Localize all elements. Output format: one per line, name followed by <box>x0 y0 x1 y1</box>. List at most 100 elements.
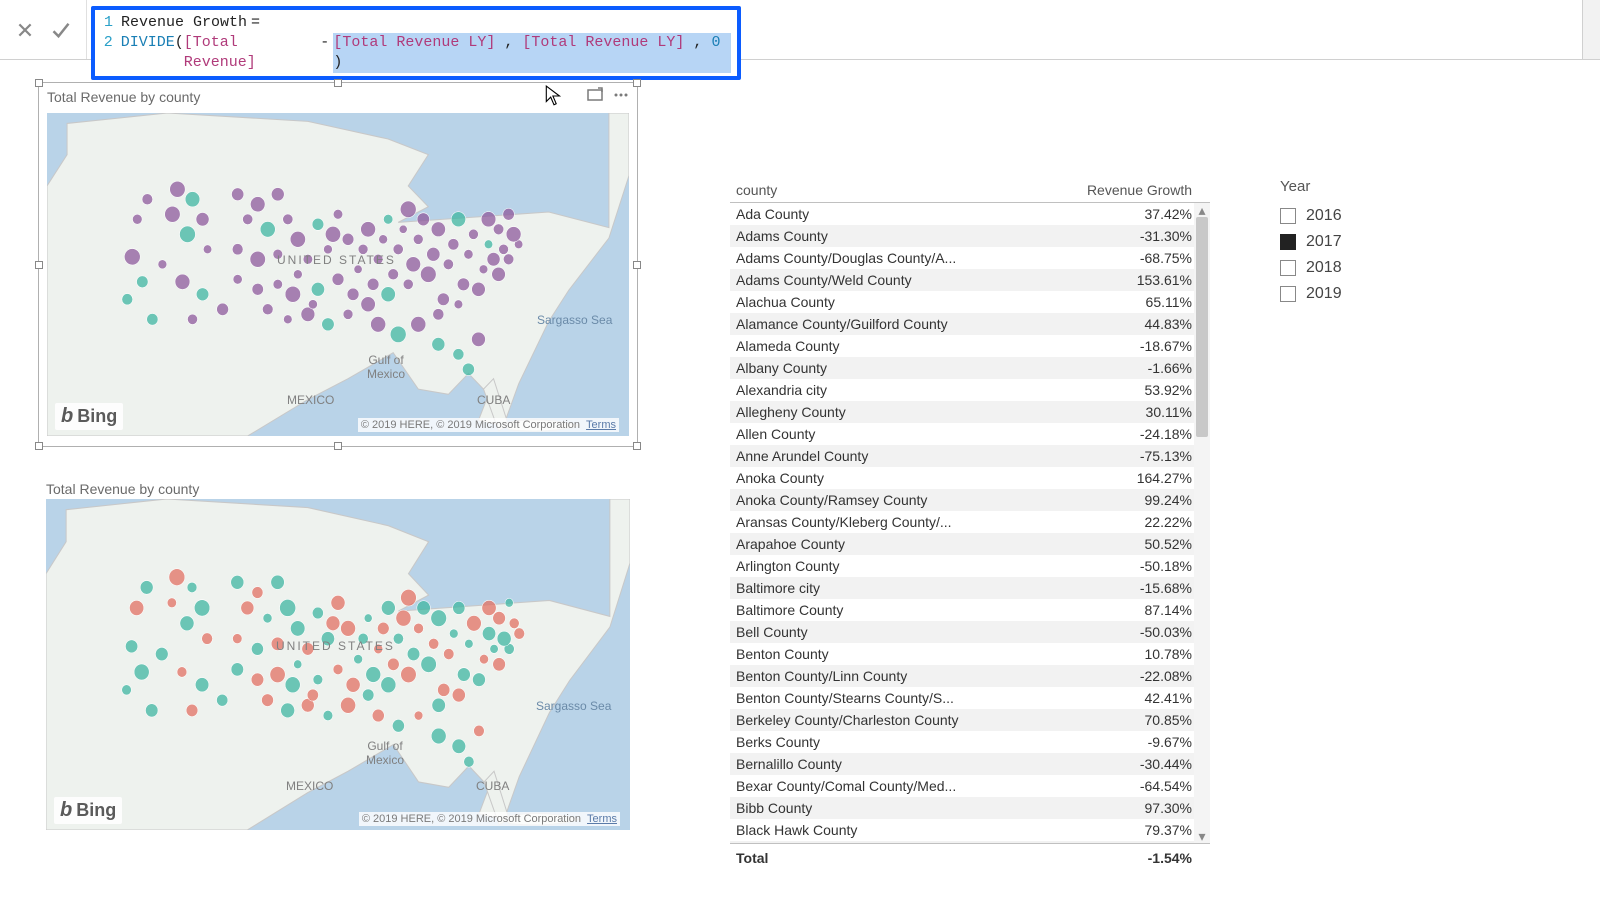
zero-arg: 0 <box>711 34 720 51</box>
table-row[interactable]: Benton County/Stearns County/S...42.41% <box>730 687 1210 709</box>
map-terms-link[interactable]: Terms <box>586 419 616 431</box>
table-row[interactable]: Baltimore County87.14% <box>730 599 1210 621</box>
table-row[interactable]: Baltimore city-15.68% <box>730 577 1210 599</box>
column-header-growth[interactable]: Revenue Growth <box>1080 182 1210 198</box>
slicer-option-label: 2018 <box>1306 259 1342 277</box>
table-scrollbar[interactable]: ▴ ▾ <box>1194 203 1210 843</box>
table-row[interactable]: Bonneville County6.34% <box>730 841 1210 843</box>
cell-growth: -9.67% <box>1080 734 1210 750</box>
commit-formula-button[interactable] <box>50 19 72 41</box>
cell-county: Benton County/Stearns County/S... <box>730 690 1080 706</box>
cell-growth: 153.61% <box>1080 272 1210 288</box>
cell-growth: -50.18% <box>1080 558 1210 574</box>
table-row[interactable]: Berkeley County/Charleston County70.85% <box>730 709 1210 731</box>
map-visual-bottom[interactable]: Total Revenue by county UNITED STATES ME… <box>38 475 638 840</box>
map-label-us: UNITED STATES <box>277 253 396 267</box>
slicer-option-label: 2016 <box>1306 207 1342 225</box>
table-row[interactable]: Anoka County/Ramsey County99.24% <box>730 489 1210 511</box>
table-row[interactable]: Benton County/Linn County-22.08% <box>730 665 1210 687</box>
cell-county: Ada County <box>730 206 1080 222</box>
table-row[interactable]: Anne Arundel County-75.13% <box>730 445 1210 467</box>
slicer-option[interactable]: 2018 <box>1280 255 1420 281</box>
cell-growth: 22.22% <box>1080 514 1210 530</box>
slicer-option[interactable]: 2017 <box>1280 229 1420 255</box>
table-row[interactable]: Bibb County97.30% <box>730 797 1210 819</box>
table-row[interactable]: Anoka County164.27% <box>730 467 1210 489</box>
cell-growth: 79.37% <box>1080 822 1210 838</box>
table-row[interactable]: Alamance County/Guilford County44.83% <box>730 313 1210 335</box>
cell-county: Allen County <box>730 426 1080 442</box>
map-label-sargasso: Sargasso Sea <box>537 313 612 327</box>
table-row[interactable]: Bernalillo County-30.44% <box>730 753 1210 775</box>
formula-scrollbar[interactable] <box>1582 0 1600 59</box>
column-header-county[interactable]: county <box>730 182 1080 198</box>
focus-mode-icon[interactable] <box>587 87 605 105</box>
map-label-gulf: Gulf of Mexico <box>367 353 405 381</box>
table-row[interactable]: Black Hawk County79.37% <box>730 819 1210 841</box>
more-options-icon[interactable] <box>613 87 631 105</box>
table-visual[interactable]: county Revenue Growth Ada County37.42%Ad… <box>730 178 1210 898</box>
cell-growth: -15.68% <box>1080 580 1210 596</box>
checkbox-icon[interactable] <box>1280 286 1296 302</box>
formula-editor[interactable]: 1 Revenue Growth = 2 DIVIDE ( [Total Rev… <box>87 0 1600 59</box>
cell-growth: 50.52% <box>1080 536 1210 552</box>
table-row[interactable]: Alameda County-18.67% <box>730 335 1210 357</box>
map-visual-top[interactable]: Total Revenue by county UNITED STATES ME… <box>38 82 638 447</box>
cancel-formula-button[interactable] <box>14 19 36 41</box>
cell-growth: -18.67% <box>1080 338 1210 354</box>
formula-bar: 1 Revenue Growth = 2 DIVIDE ( [Total Rev… <box>0 0 1600 60</box>
cell-county: Bell County <box>730 624 1080 640</box>
checkbox-icon[interactable] <box>1280 234 1296 250</box>
table-row[interactable]: Alachua County65.11% <box>730 291 1210 313</box>
table-row[interactable]: Adams County-31.30% <box>730 225 1210 247</box>
cell-growth: -22.08% <box>1080 668 1210 684</box>
cell-growth: -68.75% <box>1080 250 1210 266</box>
table-row[interactable]: Ada County37.42% <box>730 203 1210 225</box>
map-attribution: © 2019 HERE, © 2019 Microsoft Corporatio… <box>358 418 619 432</box>
checkbox-icon[interactable] <box>1280 208 1296 224</box>
slicer-option[interactable]: 2016 <box>1280 203 1420 229</box>
cell-county: Benton County/Linn County <box>730 668 1080 684</box>
table-row[interactable]: Allegheny County30.11% <box>730 401 1210 423</box>
table-row[interactable]: Benton County10.78% <box>730 643 1210 665</box>
cell-county: Alameda County <box>730 338 1080 354</box>
total-label: Total <box>730 850 1080 866</box>
cell-growth: 70.85% <box>1080 712 1210 728</box>
map-surface[interactable]: UNITED STATES MEXICO CUBA Gulf of Mexico… <box>46 499 630 830</box>
map-label-cuba: CUBA <box>477 393 510 407</box>
cell-growth: -1.66% <box>1080 360 1210 376</box>
table-row[interactable]: Alexandria city53.92% <box>730 379 1210 401</box>
cell-county: Berkeley County/Charleston County <box>730 712 1080 728</box>
cell-county: Adams County <box>730 228 1080 244</box>
map-terms-link[interactable]: Terms <box>587 813 617 825</box>
cell-county: Alachua County <box>730 294 1080 310</box>
column-ref-selected: [Total Revenue LY] <box>333 34 495 51</box>
scroll-up-icon[interactable]: ▴ <box>1194 203 1210 217</box>
table-row[interactable]: Allen County-24.18% <box>730 423 1210 445</box>
slicer-option-label: 2017 <box>1306 233 1342 251</box>
table-row[interactable]: Albany County-1.66% <box>730 357 1210 379</box>
cell-county: Anne Arundel County <box>730 448 1080 464</box>
table-row[interactable]: Arlington County-50.18% <box>730 555 1210 577</box>
table-row[interactable]: Bexar County/Comal County/Med...-64.54% <box>730 775 1210 797</box>
scroll-thumb[interactable] <box>1196 217 1208 437</box>
year-slicer[interactable]: Year 2016201720182019 <box>1280 178 1420 307</box>
table-row[interactable]: Adams County/Douglas County/A...-68.75% <box>730 247 1210 269</box>
map-surface[interactable]: UNITED STATES MEXICO CUBA Gulf of Mexico… <box>47 113 629 436</box>
table-row[interactable]: Adams County/Weld County153.61% <box>730 269 1210 291</box>
slicer-option[interactable]: 2019 <box>1280 281 1420 307</box>
table-row[interactable]: Bell County-50.03% <box>730 621 1210 643</box>
table-header: county Revenue Growth <box>730 178 1210 203</box>
table-row[interactable]: Arapahoe County50.52% <box>730 533 1210 555</box>
cell-growth: 44.83% <box>1080 316 1210 332</box>
bing-logo: bBing <box>54 797 122 824</box>
formula-actions <box>0 0 87 59</box>
table-row[interactable]: Berks County-9.67% <box>730 731 1210 753</box>
scroll-down-icon[interactable]: ▾ <box>1194 829 1210 843</box>
cell-growth: -30.44% <box>1080 756 1210 772</box>
table-row[interactable]: Aransas County/Kleberg County/...22.22% <box>730 511 1210 533</box>
map-attribution: © 2019 HERE, © 2019 Microsoft Corporatio… <box>359 812 620 826</box>
checkbox-icon[interactable] <box>1280 260 1296 276</box>
cell-county: Arapahoe County <box>730 536 1080 552</box>
report-canvas: Total Revenue by county UNITED STATES ME… <box>0 60 1600 900</box>
